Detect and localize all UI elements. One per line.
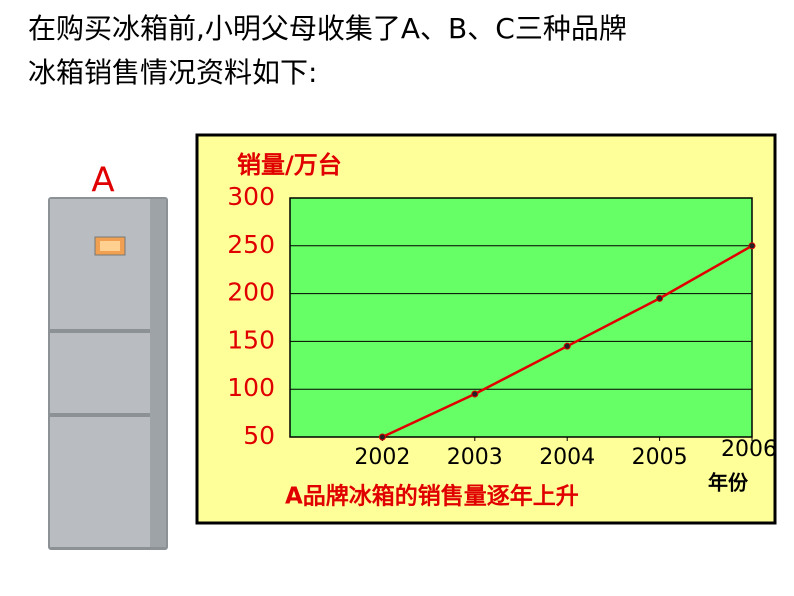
y-tick-label: 200 [227,278,275,307]
data-point [563,342,571,350]
data-point [378,433,386,441]
x-tick-label: 2005 [632,445,688,470]
x-tick-label: 2006 [721,437,777,462]
y-tick-label: 100 [227,373,275,402]
data-point [656,294,664,302]
image-label: A [91,161,114,201]
x-tick-label: 2002 [354,445,410,470]
fridge [48,197,168,550]
x-axis-label: 年份 [708,471,749,495]
y-tick-label: 150 [227,325,275,354]
plot-area [289,197,753,438]
y-axis-label: 销量/万台 [237,151,342,179]
x-tick-label: 2003 [447,445,503,470]
data-point [471,390,479,398]
x-tick-label: 2004 [539,445,595,470]
data-point [748,242,756,250]
title-line: 冰箱销售情况资料如下: [28,56,317,89]
y-tick-label: 300 [227,182,275,211]
annotation: A品牌冰箱的销售量逐年上升 [285,483,579,510]
y-tick-label: 250 [227,230,275,259]
y-tick-label: 50 [243,421,275,450]
title-line: 在购买冰箱前,小明父母收集了A、B、C三种品牌 [28,12,627,45]
